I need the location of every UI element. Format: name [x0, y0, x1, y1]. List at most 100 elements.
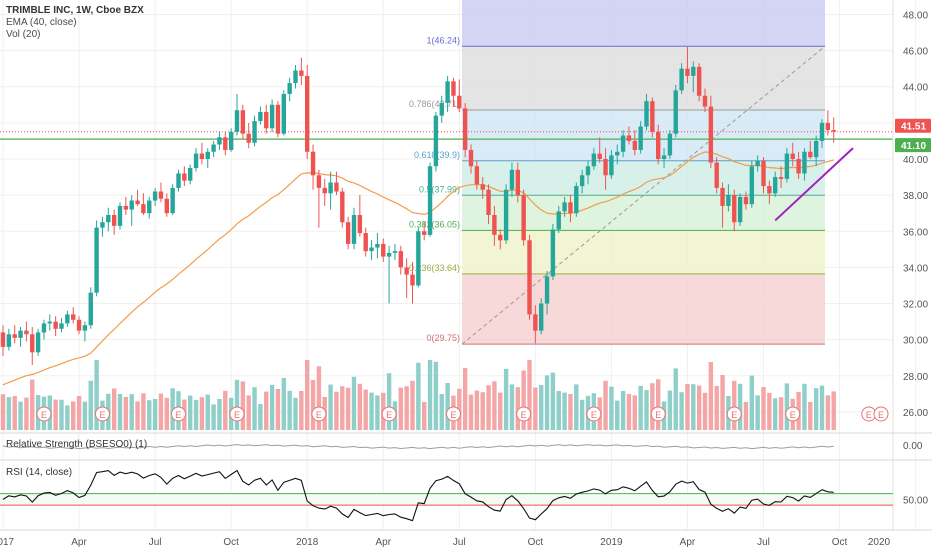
fib-level-label[interactable]: 0.236(33.64) [409, 263, 460, 273]
candle[interactable] [433, 112, 439, 172]
price-marker-box[interactable] [895, 118, 931, 133]
candle[interactable] [310, 144, 316, 190]
candle[interactable] [644, 93, 649, 131]
candle[interactable] [392, 243, 398, 261]
candle[interactable] [129, 195, 134, 226]
candle[interactable] [182, 166, 187, 187]
candle[interactable] [556, 205, 561, 234]
candle[interactable] [714, 157, 719, 194]
candle[interactable] [597, 137, 602, 163]
candle[interactable] [509, 162, 515, 197]
earnings-marker-upcoming[interactable]: E [873, 406, 889, 422]
candle[interactable] [702, 88, 708, 113]
candle[interactable] [188, 164, 193, 185]
fib-level-label[interactable]: 0(29.75) [426, 333, 460, 343]
candle[interactable] [457, 79, 462, 113]
fib-level-label[interactable]: 1(46.24) [426, 35, 460, 45]
candle[interactable] [193, 148, 199, 172]
candle[interactable] [299, 57, 304, 85]
candle[interactable] [211, 140, 216, 158]
candle[interactable] [228, 128, 234, 152]
candle[interactable] [404, 258, 409, 299]
candle[interactable] [673, 84, 678, 138]
ascending-trend-line[interactable] [774, 147, 854, 222]
candle[interactable] [328, 171, 333, 210]
candle[interactable] [41, 319, 47, 340]
candle[interactable] [521, 189, 526, 246]
candle[interactable] [784, 148, 790, 183]
candle[interactable] [30, 327, 35, 365]
rs-pane-label[interactable]: Relative Strength (BSESO0) (1) [6, 439, 148, 450]
rsi-line[interactable] [2, 469, 834, 522]
candle[interactable] [199, 142, 205, 165]
candle[interactable] [498, 229, 503, 250]
earnings-marker[interactable]: E [229, 406, 245, 422]
candle[interactable] [486, 184, 491, 225]
candle[interactable] [351, 207, 357, 250]
candle[interactable] [158, 182, 164, 203]
candle[interactable] [819, 119, 825, 149]
candle[interactable] [340, 187, 345, 228]
candle[interactable] [152, 187, 158, 206]
candle[interactable] [527, 234, 532, 320]
price-marker-label[interactable]: 41.10 [901, 141, 926, 152]
earnings-marker[interactable]: E [36, 406, 52, 422]
candle[interactable] [480, 177, 485, 199]
candle[interactable] [398, 245, 403, 275]
candle[interactable] [65, 310, 70, 328]
candle[interactable] [141, 193, 146, 215]
ema-line[interactable] [2, 151, 834, 386]
earnings-marker[interactable]: E [445, 406, 461, 422]
candle[interactable] [503, 184, 509, 244]
candle[interactable] [35, 328, 41, 356]
candle[interactable] [667, 130, 673, 159]
candle[interactable] [217, 131, 222, 150]
candle[interactable] [106, 207, 111, 232]
candle[interactable] [773, 171, 778, 197]
candle[interactable] [562, 196, 567, 217]
candle[interactable] [638, 121, 643, 154]
candle[interactable] [223, 131, 228, 156]
candle[interactable] [0, 325, 6, 356]
candle[interactable] [47, 314, 52, 331]
symbol-title[interactable]: TRIMBLE INC, 1W, Cboe BZX [6, 5, 144, 16]
candle[interactable] [691, 61, 696, 93]
candle[interactable] [761, 157, 766, 194]
rsi-pane-label[interactable]: RSI (14, close) [6, 467, 73, 478]
candle[interactable] [305, 65, 310, 159]
candle[interactable] [626, 126, 632, 145]
volume-legend-label[interactable]: Vol (20) [6, 29, 41, 40]
candle[interactable] [24, 321, 29, 342]
candle[interactable] [737, 193, 743, 226]
candle[interactable] [568, 195, 573, 223]
earnings-marker[interactable]: E [586, 406, 602, 422]
candle[interactable] [802, 148, 807, 181]
candle[interactable] [123, 196, 129, 215]
candle[interactable] [767, 180, 772, 205]
candle[interactable] [732, 189, 737, 232]
candle[interactable] [275, 101, 281, 138]
candle[interactable] [778, 166, 784, 188]
candle[interactable] [726, 184, 731, 212]
candle[interactable] [240, 104, 246, 140]
candle[interactable] [825, 110, 831, 136]
candle[interactable] [410, 261, 415, 304]
candle[interactable] [550, 224, 556, 281]
candle[interactable] [100, 216, 105, 237]
candle[interactable] [322, 178, 327, 206]
candle[interactable] [474, 160, 480, 190]
ema-legend-label[interactable]: EMA (40, close) [6, 17, 77, 28]
candle[interactable] [749, 160, 754, 208]
candle[interactable] [18, 327, 23, 347]
candle[interactable] [375, 233, 380, 259]
candle[interactable] [544, 271, 550, 315]
earnings-marker[interactable]: E [311, 406, 327, 422]
candle[interactable] [708, 95, 714, 169]
candle[interactable] [59, 317, 64, 333]
candle[interactable] [381, 238, 386, 262]
candle[interactable] [603, 148, 608, 190]
candle[interactable] [632, 130, 637, 156]
candle[interactable] [369, 240, 374, 261]
candle[interactable] [6, 328, 12, 351]
